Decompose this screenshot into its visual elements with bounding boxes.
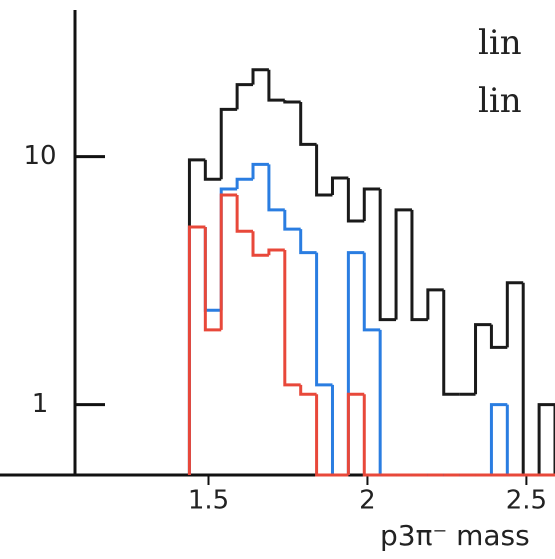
histogram-step — [219, 187, 238, 311]
x-tick-label: 1.5 — [188, 486, 229, 516]
histogram-step — [346, 177, 365, 223]
histogram-step — [505, 404, 524, 477]
histogram-step — [346, 392, 365, 475]
histogram-step — [299, 101, 317, 146]
histogram-step — [203, 227, 222, 312]
histogram-step — [219, 193, 238, 330]
histogram-step — [235, 83, 254, 110]
histogram-step — [219, 107, 238, 180]
histogram-step — [362, 187, 381, 221]
y-tick-label: 10 — [23, 141, 56, 171]
histogram-step — [378, 329, 397, 477]
histogram-step — [299, 229, 317, 255]
histogram-step — [442, 289, 460, 396]
histogram-step — [426, 288, 444, 320]
x-tick-label: 2.5 — [506, 486, 547, 516]
histogram-step — [187, 225, 206, 475]
histogram-step — [283, 250, 301, 387]
histogram-step — [251, 68, 269, 85]
histogram-step — [362, 252, 381, 332]
histogram-step — [235, 177, 254, 190]
histogram-step — [537, 403, 555, 475]
legend-label: lin — [478, 23, 522, 63]
histogram-step — [489, 324, 508, 349]
histogram-step — [410, 209, 428, 322]
histogram-step — [315, 394, 333, 477]
histogram-step — [283, 209, 301, 231]
x-axis-label: p3π⁻ mass — [380, 519, 530, 552]
histogram-step — [203, 227, 222, 332]
histogram-step — [521, 282, 540, 477]
histogram-step — [187, 225, 206, 475]
y-tick-label: 1 — [32, 389, 49, 419]
x-tick-label: 2 — [359, 486, 376, 516]
histogram-step — [235, 194, 254, 233]
histogram-step — [267, 164, 285, 212]
histogram-step — [299, 384, 317, 396]
histogram-step — [330, 176, 349, 195]
histogram-step — [489, 403, 508, 475]
histogram-step — [505, 281, 524, 348]
histogram-step — [362, 394, 381, 477]
histogram-step — [251, 231, 269, 257]
histogram-step — [187, 158, 206, 475]
histogram-step — [251, 162, 269, 180]
histogram-step — [267, 69, 285, 102]
histogram-step — [378, 189, 397, 322]
histogram-step — [474, 323, 492, 395]
histogram-step — [346, 251, 365, 475]
legend-label: lin — [478, 81, 522, 121]
histogram-step — [394, 208, 412, 320]
histogram-step — [315, 144, 333, 197]
histogram-step — [283, 100, 301, 104]
histogram-step — [267, 248, 285, 256]
histogram-step — [330, 384, 349, 477]
histogram-step — [315, 252, 333, 387]
histogram-step — [203, 159, 222, 181]
